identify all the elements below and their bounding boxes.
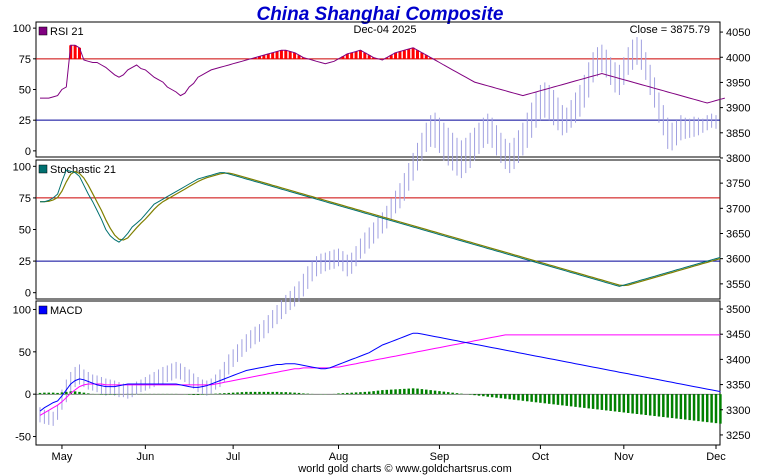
month-label: May — [52, 451, 73, 463]
price-tick-label: 3450 — [726, 329, 750, 341]
month-label: Jul — [226, 451, 240, 463]
legend-swatch — [38, 164, 48, 174]
price-bars-layer — [39, 37, 717, 426]
price-tick-label: 3750 — [726, 178, 750, 190]
price-tick-label: 3500 — [726, 304, 750, 316]
month-label: Jun — [136, 451, 154, 463]
price-tick-label: 3650 — [726, 229, 750, 241]
y-tick-label: 50 — [19, 347, 31, 359]
price-tick-label: 3950 — [726, 77, 750, 89]
y-tick-label: 50 — [19, 225, 31, 237]
y-tick-label: 100 — [13, 23, 31, 35]
month-label: Oct — [532, 451, 549, 463]
legend-swatch — [38, 26, 48, 36]
macd-line — [39, 332, 721, 412]
month-label: Dec — [706, 451, 726, 463]
panel-label: RSI 21 — [50, 26, 84, 38]
price-tick-label: 3850 — [726, 128, 750, 140]
y-tick-label: 0 — [25, 146, 31, 158]
price-tick-label: 4000 — [726, 52, 750, 64]
price-tick-label: 3250 — [726, 430, 750, 442]
y-tick-label: 100 — [13, 161, 31, 173]
legend-swatch — [38, 305, 48, 315]
price-tick-label: 3300 — [726, 405, 750, 417]
price-tick-label: 3350 — [726, 380, 750, 392]
y-tick-label: 25 — [19, 256, 31, 268]
panel-frame — [35, 300, 721, 446]
y-tick-label: 75 — [19, 193, 31, 205]
y-tick-label: 75 — [19, 54, 31, 66]
y-tick-label: 25 — [19, 115, 31, 127]
month-label: Aug — [329, 451, 349, 463]
panel-label: Stochastic 21 — [50, 164, 116, 176]
indicator-series-layer — [38, 44, 725, 424]
panel-frame — [35, 21, 721, 158]
y-tick-label: 50 — [19, 85, 31, 97]
stochastic-d-line — [40, 170, 721, 287]
price-tick-label: 3600 — [726, 254, 750, 266]
price-tick-label: 3400 — [726, 354, 750, 366]
y-tick-label: 100 — [13, 304, 31, 316]
rsi-line — [40, 44, 725, 104]
panel-label: MACD — [50, 305, 82, 317]
axes-layer: 0 25 50 75 100 0 25 50 75 100 -50 0 50 100 3250 3300 335… — [13, 23, 751, 463]
price-tick-label: 3700 — [726, 203, 750, 215]
close-label: Close = 3875.79 — [630, 24, 710, 36]
month-label: Sep — [430, 451, 450, 463]
price-tick-label: 3800 — [726, 153, 750, 165]
date-label: Dec-04 2025 — [354, 24, 417, 36]
stochastic-k-line — [40, 169, 721, 287]
footer-credit: world gold charts © www.goldchartsrus.co… — [297, 463, 512, 475]
chart-title: China Shanghai Composite — [256, 4, 503, 25]
price-tick-label: 4050 — [726, 27, 750, 39]
macd-signal-line — [39, 334, 721, 416]
price-tick-label: 3550 — [726, 279, 750, 291]
y-tick-label: 0 — [25, 288, 31, 300]
month-label: Nov — [614, 451, 634, 463]
y-tick-label: 0 — [25, 389, 31, 401]
price-tick-label: 3900 — [726, 103, 750, 115]
y-tick-label: -50 — [15, 432, 31, 444]
